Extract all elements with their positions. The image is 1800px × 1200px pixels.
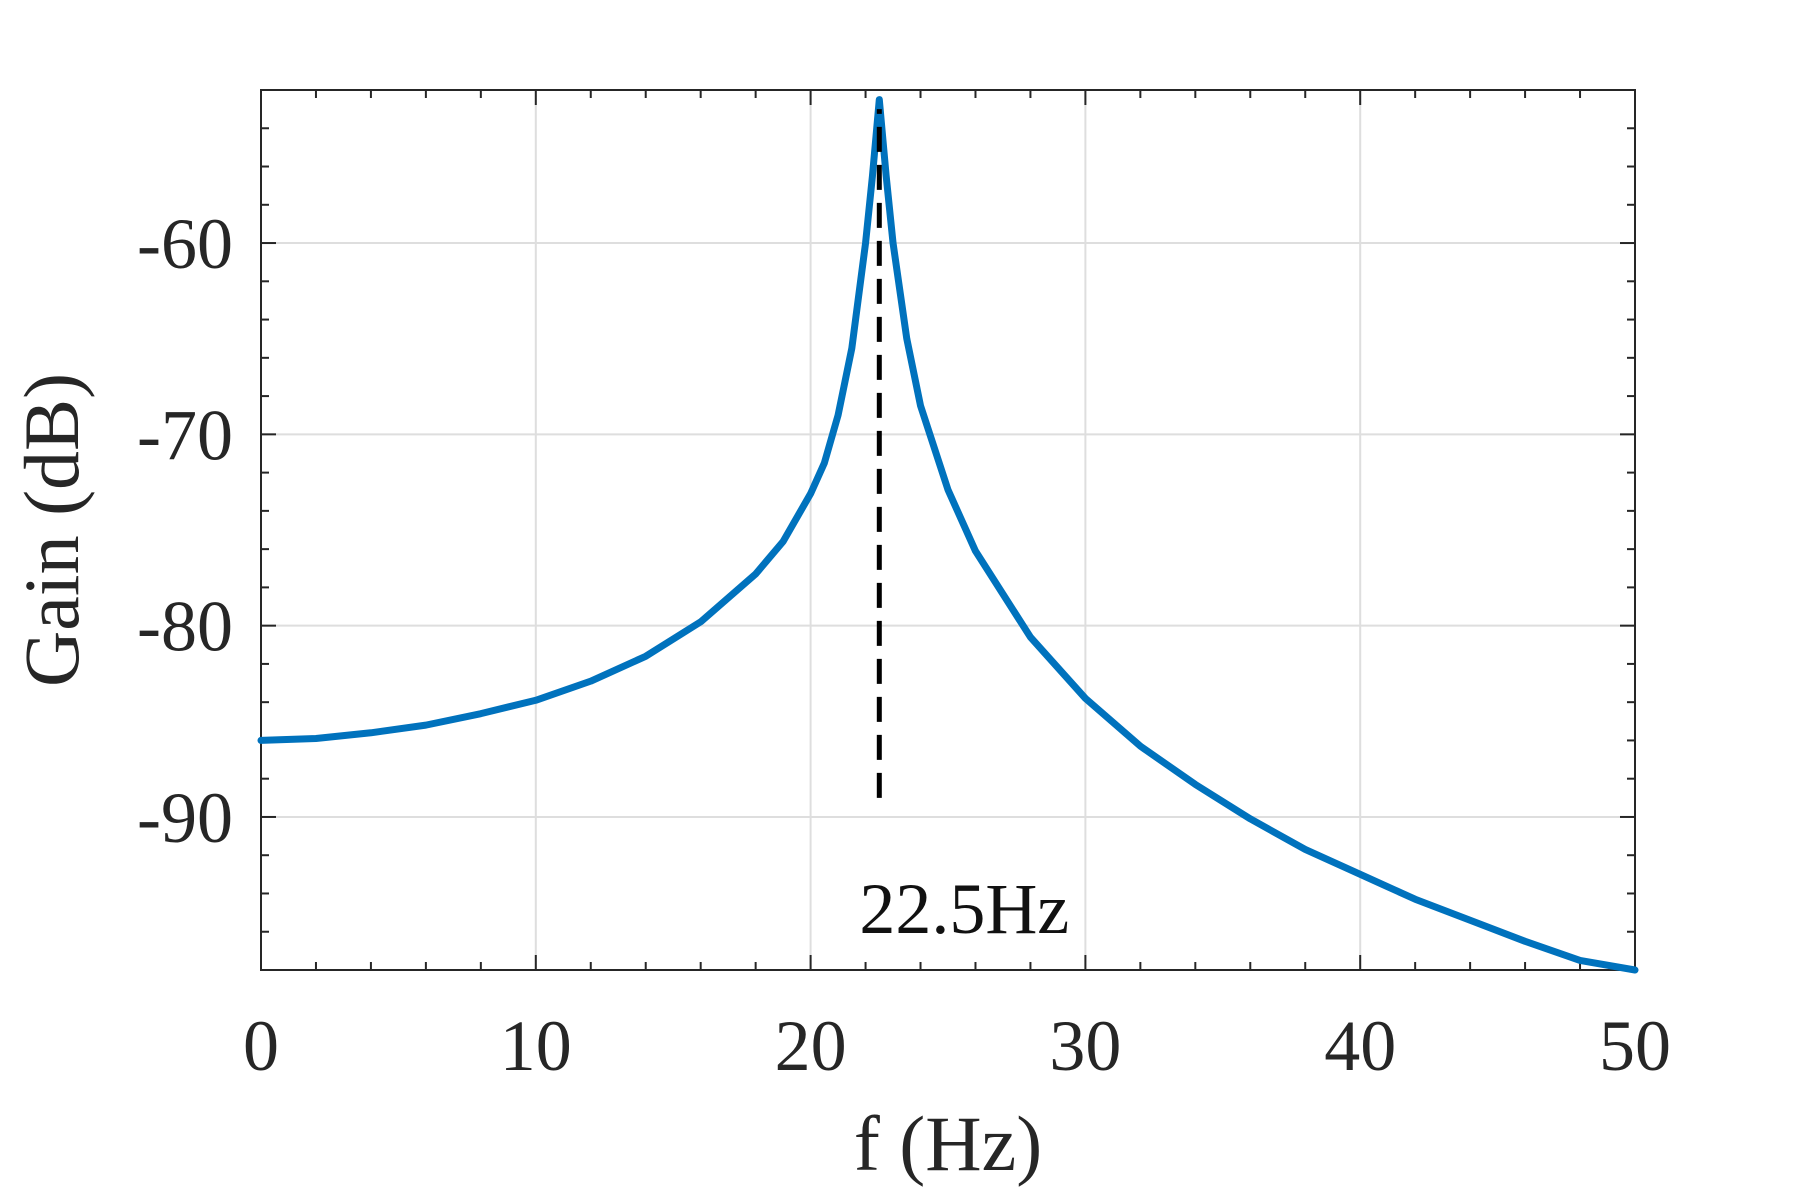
x-tick-label: 0 (243, 1006, 279, 1086)
y-tick-label: -70 (137, 395, 233, 475)
x-axis-label: f (Hz) (854, 1100, 1042, 1187)
gain-curve (257, 96, 1639, 974)
y-tick-label: -80 (137, 587, 233, 667)
x-tick-label: 30 (1049, 1006, 1121, 1086)
y-tick-label: -60 (137, 204, 233, 284)
x-tick-label: 40 (1324, 1006, 1396, 1086)
x-tick-label: 50 (1599, 1006, 1671, 1086)
y-axis-label: Gain (dB) (8, 373, 95, 687)
resonance-annotation: 22.5Hz (859, 869, 1069, 949)
plot-frame (260, 89, 1636, 971)
major-ticks (260, 90, 1636, 970)
y-tick-label: -90 (137, 778, 233, 858)
x-tick-label: 10 (500, 1006, 572, 1086)
x-tick-label: 20 (775, 1006, 847, 1086)
minor-ticks (261, 89, 1635, 971)
grid-lines (261, 90, 1635, 970)
tick-labels: 0 10 20 30 40 50 -90 -80 -70 -60 (137, 204, 1671, 1086)
